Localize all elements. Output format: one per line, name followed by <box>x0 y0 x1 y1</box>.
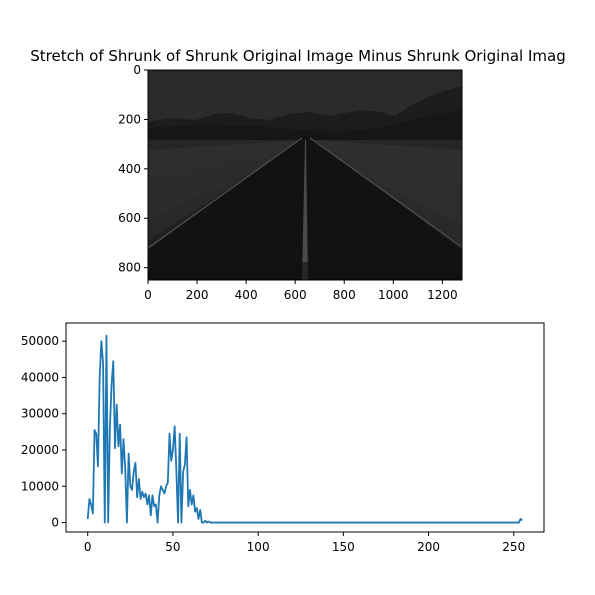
histogram-x-tick-label: 150 <box>332 540 355 554</box>
image-y-tick-label: 800 <box>118 261 141 275</box>
histogram-x-tick-label: 250 <box>502 540 525 554</box>
image-x-tick-label: 0 <box>144 288 152 302</box>
image-plot-title: Stretch of Shrunk of Shrunk Original Ima… <box>30 47 565 65</box>
image-y-ticks: 0 200 400 600 800 <box>118 63 148 275</box>
image-x-tick-label: 1000 <box>378 288 409 302</box>
image-x-tick-label: 1200 <box>427 288 458 302</box>
image-axes: 0 200 400 600 800 1000 1200 0 200 400 600 800 <box>118 63 463 302</box>
histogram-y-tick-label: 50000 <box>21 334 59 348</box>
histogram-y-tick-label: 30000 <box>21 407 59 421</box>
histogram-x-tick-label: 100 <box>247 540 270 554</box>
image-x-ticks: 0 200 400 600 800 1000 1200 <box>144 280 458 302</box>
image-x-tick-label: 800 <box>333 288 356 302</box>
histogram-axes: 0 50 100 150 200 250 0 10000 20000 30000 40000 500… <box>21 322 545 554</box>
histogram-y-tick-label: 20000 <box>21 443 59 457</box>
image-y-tick-label: 200 <box>118 112 141 126</box>
image-x-tick-label: 200 <box>186 288 209 302</box>
histogram-y-tick-label: 40000 <box>21 370 59 384</box>
histogram-y-tick-label: 10000 <box>21 479 59 493</box>
histogram-y-ticks: 0 10000 20000 30000 40000 50000 <box>21 334 66 530</box>
histogram-x-tick-label: 50 <box>165 540 180 554</box>
image-x-tick-label: 400 <box>235 288 258 302</box>
histogram-y-tick-label: 0 <box>51 516 59 530</box>
histogram-axes-frame <box>65 322 545 533</box>
road-image <box>148 70 462 280</box>
image-y-tick-label: 600 <box>118 211 141 225</box>
histogram-x-tick-label: 0 <box>84 540 92 554</box>
histogram-series-line <box>86 334 523 524</box>
image-y-tick-label: 0 <box>133 63 141 77</box>
histogram-x-ticks: 0 50 100 150 200 250 <box>84 532 525 554</box>
image-y-tick-label: 400 <box>118 162 141 176</box>
histogram-x-tick-label: 200 <box>417 540 440 554</box>
image-x-tick-label: 600 <box>284 288 307 302</box>
image-axes-frame <box>147 69 463 281</box>
